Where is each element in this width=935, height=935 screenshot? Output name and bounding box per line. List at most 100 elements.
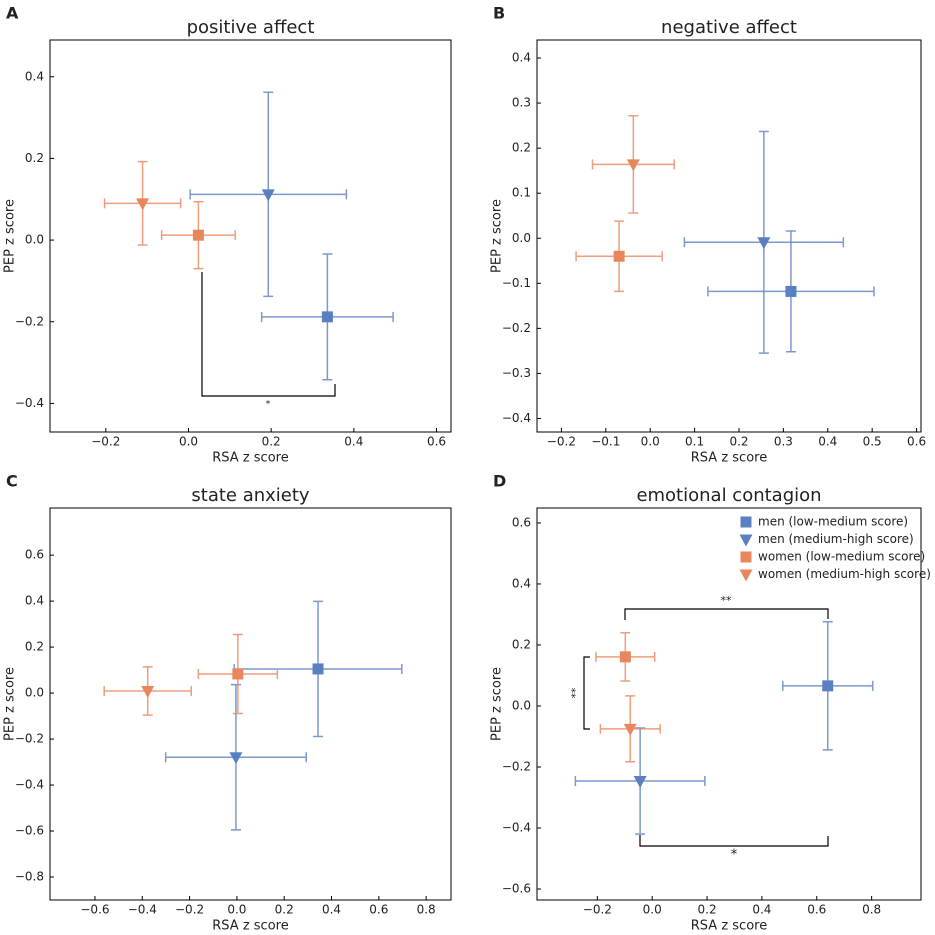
point — [623, 723, 637, 736]
x-tick-label: 0.4 — [322, 903, 341, 917]
point — [261, 189, 275, 202]
panel-letter: C — [6, 472, 18, 491]
significance-label: ** — [569, 687, 582, 699]
x-tick-label: 0.8 — [862, 903, 881, 917]
x-tick-label: 0.2 — [262, 435, 281, 449]
point — [321, 311, 333, 323]
y-axis-label: PEP z score — [3, 667, 18, 741]
significance-bracket — [583, 656, 590, 730]
y-tick-label: 0.2 — [25, 640, 44, 654]
y-tick-label: 0.2 — [25, 151, 44, 165]
x-tick-label: 0.0 — [641, 435, 660, 449]
x-tick-label: 0.6 — [807, 903, 826, 917]
significance-label: * — [266, 400, 271, 410]
x-axis-label: RSA z score — [691, 919, 767, 934]
y-axis-label: PEP z score — [490, 667, 505, 741]
point — [232, 668, 244, 680]
x-tick-label: 0.4 — [818, 435, 837, 449]
y-tick-label: 0.6 — [512, 515, 531, 529]
x-tick-label: 0.6 — [907, 435, 926, 449]
x-tick-label: −0.2 — [583, 903, 612, 917]
legend-label: women (medium-high score) — [758, 567, 931, 581]
y-tick-label: 0.0 — [25, 686, 44, 700]
y-tick-label: −0.6 — [502, 882, 531, 896]
y-tick-label: 0.1 — [512, 186, 531, 200]
y-tick-label: −0.4 — [502, 411, 531, 425]
x-tick-label: −0.1 — [591, 435, 620, 449]
y-tick-label: −0.4 — [502, 821, 531, 835]
panel-letter: D — [493, 472, 506, 491]
point — [312, 663, 324, 675]
y-tick-label: −0.2 — [15, 314, 44, 328]
chart-title: positive affect — [187, 17, 315, 38]
axes-frame — [536, 507, 922, 901]
legend-marker — [739, 569, 753, 582]
x-tick-label: 0.0 — [227, 903, 246, 917]
y-tick-label: 0.2 — [512, 637, 531, 651]
axes-frame — [536, 39, 922, 433]
significance-label: * — [731, 848, 738, 863]
y-tick-label: 0.0 — [512, 231, 531, 245]
significance-bracket — [624, 608, 829, 620]
x-tick-label: 0.2 — [729, 435, 748, 449]
y-tick-label: 0.2 — [512, 141, 531, 155]
y-tick-label: 0.4 — [25, 69, 44, 83]
point — [229, 752, 243, 765]
x-tick-label: −0.6 — [80, 903, 109, 917]
axes-frame — [49, 507, 452, 901]
point — [613, 250, 625, 262]
point — [785, 285, 797, 297]
y-tick-label: −0.3 — [502, 366, 531, 380]
x-axis-label: RSA z score — [691, 451, 767, 466]
point — [633, 776, 647, 789]
point — [757, 237, 771, 250]
x-tick-label: 0.6 — [427, 435, 446, 449]
legend-label: women (low-medium score) — [758, 550, 925, 564]
chart-title: state anxiety — [191, 485, 310, 506]
y-tick-label: −0.8 — [15, 870, 44, 884]
point — [192, 229, 204, 241]
y-tick-label: −0.2 — [502, 321, 531, 335]
x-tick-label: 0.0 — [643, 903, 662, 917]
x-axis-label: RSA z score — [212, 451, 288, 466]
y-axis-label: PEP z score — [490, 199, 505, 273]
legend-marker — [740, 516, 752, 528]
x-tick-label: −0.4 — [128, 903, 157, 917]
point — [822, 680, 834, 692]
x-axis-label: RSA z score — [212, 919, 288, 934]
y-tick-label: −0.4 — [15, 778, 44, 792]
chart-title: negative affect — [661, 17, 797, 38]
y-tick-label: 0.4 — [512, 576, 531, 590]
x-tick-label: 0.1 — [685, 435, 704, 449]
x-tick-label: −0.2 — [175, 903, 204, 917]
x-tick-label: 0.6 — [369, 903, 388, 917]
y-tick-label: 0.0 — [25, 233, 44, 247]
error-bars — [160, 200, 236, 270]
legend-marker — [739, 534, 753, 547]
significance-label: ** — [721, 594, 733, 607]
chart-title: emotional contagion — [636, 485, 821, 506]
legend-marker — [740, 551, 752, 563]
legend-label: men (low-medium score) — [758, 515, 908, 529]
x-tick-label: 0.2 — [698, 903, 717, 917]
y-tick-label: −0.6 — [15, 824, 44, 838]
legend: men (low-medium score) men (medium-high s… — [739, 515, 931, 582]
y-tick-label: 0.3 — [512, 96, 531, 110]
x-tick-label: −0.2 — [547, 435, 576, 449]
y-tick-label: −0.1 — [502, 276, 531, 290]
point — [141, 686, 155, 699]
y-tick-label: 0.4 — [25, 594, 44, 608]
y-axis-label: PEP z score — [3, 199, 18, 273]
x-tick-label: −0.2 — [91, 435, 120, 449]
y-tick-label: 0.4 — [512, 51, 531, 65]
point — [136, 198, 150, 211]
legend-label: men (medium-high score) — [758, 532, 914, 546]
panel-letter: A — [6, 4, 19, 23]
x-tick-label: 0.2 — [275, 903, 294, 917]
x-tick-label: 0.3 — [774, 435, 793, 449]
x-tick-label: 0.4 — [344, 435, 363, 449]
